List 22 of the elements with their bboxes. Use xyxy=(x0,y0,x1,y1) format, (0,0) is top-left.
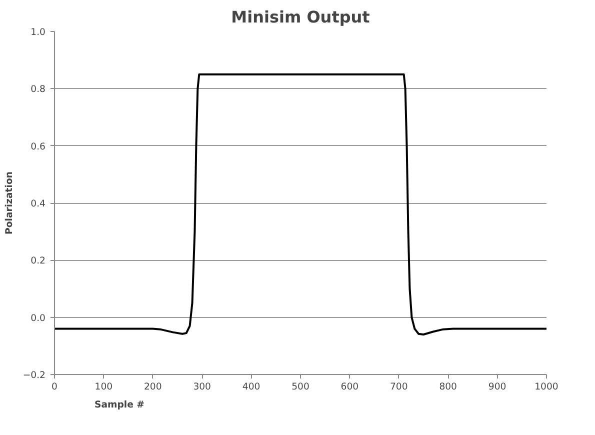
x-tick-label: 800 xyxy=(439,382,458,392)
x-tick-label: 0 xyxy=(52,382,58,392)
x-tick-label: 900 xyxy=(488,382,506,392)
y-tick-label: 1.0 xyxy=(30,27,46,38)
x-tick-label: 500 xyxy=(292,382,310,392)
y-axis-title: Polarization xyxy=(4,172,15,234)
x-tick-label: 300 xyxy=(193,382,212,392)
x-tick-label: 700 xyxy=(390,382,408,392)
line-series xyxy=(54,73,546,336)
x-axis-title: Sample # xyxy=(94,400,145,410)
x-tick-label: 1000 xyxy=(534,382,558,392)
chart-title: Minisim Output xyxy=(231,8,370,26)
y-tick-label: 0.2 xyxy=(30,256,46,267)
x-tick-label: 200 xyxy=(144,382,162,392)
y-tick-label: 0.8 xyxy=(30,84,46,96)
y-tick-label: 0.4 xyxy=(30,198,46,210)
x-tick-label: 600 xyxy=(340,382,359,392)
y-tick-label: −0.2 xyxy=(22,370,46,381)
x-tick-label: 400 xyxy=(242,382,260,392)
x-tick-label: 100 xyxy=(94,382,113,392)
y-tick-label: 0.0 xyxy=(30,312,46,324)
y-tick-label: 0.6 xyxy=(30,141,46,152)
